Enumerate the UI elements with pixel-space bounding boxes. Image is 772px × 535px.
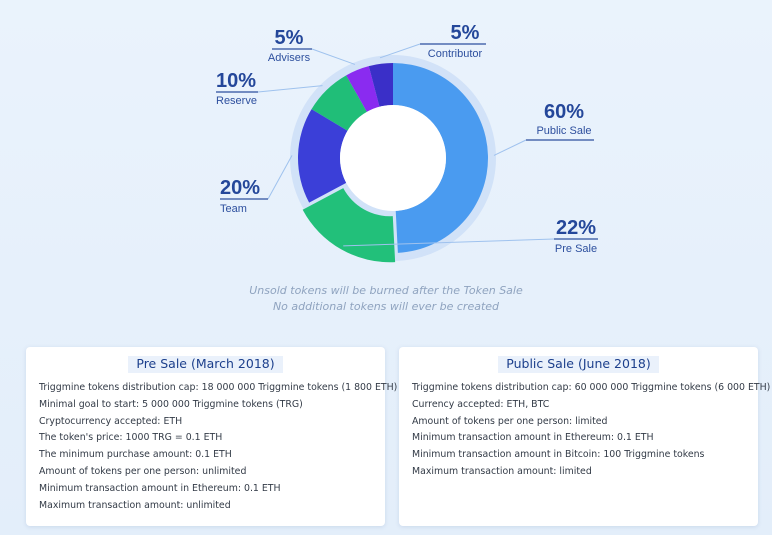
- label-pct-contributor: 5%: [451, 22, 480, 44]
- slice-advisers: [346, 66, 380, 112]
- pre-sale-line: The minimum purchase amount: 0.1 ETH: [39, 449, 232, 461]
- label-pct-pre-sale: 22%: [556, 217, 596, 239]
- slice-pre-sale: [302, 188, 396, 263]
- public-sale-line: Maximum transaction amount: limited: [412, 465, 592, 477]
- slice-reserve: [311, 75, 367, 131]
- note-no-additional-tokens: No additional tokens will ever be create…: [272, 300, 500, 313]
- public-sale-line: Triggmine tokens distribution cap: 60 00…: [412, 382, 771, 393]
- public-sale-line: Minimum transaction amount in Ethereum: …: [412, 432, 654, 444]
- label-name-pre-sale: Pre Sale: [555, 243, 597, 255]
- token-distribution-donut-chart: 60% Public Sale 22% Pre Sale 20% Team 10% Reser…: [216, 22, 598, 263]
- slice-contributor: [368, 63, 393, 107]
- leader-line-reserve: [257, 85, 323, 93]
- pre-sale-line: Cryptocurrency accepted: ETH: [39, 415, 183, 427]
- note-unsold-tokens: Unsold tokens will be burned after the T…: [249, 284, 523, 297]
- public-sale-title: Public Sale (June 2018): [498, 356, 659, 373]
- pre-sale-list: Triggmine tokens distribution cap: 18 00…: [26, 380, 398, 514]
- public-sale-card: Public Sale (June 2018) Triggmine tokens…: [399, 347, 771, 526]
- pre-sale-card: Pre Sale (March 2018) Triggmine tokens d…: [26, 347, 398, 526]
- label-pct-reserve: 10%: [216, 70, 256, 92]
- donut-hole: [340, 105, 446, 211]
- public-sale-line: Currency accepted: ETH, BTC: [412, 398, 550, 410]
- slice-public-sale: [393, 63, 488, 253]
- label-name-advisers: Advisers: [268, 52, 311, 64]
- label-name-contributor: Contributor: [428, 48, 483, 60]
- slice-team: [298, 109, 348, 203]
- pre-sale-line: The token's price: 1000 TRG = 0.1 ETH: [39, 432, 223, 444]
- label-pct-public-sale: 60%: [544, 101, 584, 123]
- pre-sale-line: Triggmine tokens distribution cap: 18 00…: [39, 382, 398, 393]
- leader-line-contributor: [379, 43, 421, 59]
- pre-sale-line: Amount of tokens per one person: unlimit…: [39, 465, 247, 477]
- label-pct-advisers: 5%: [275, 27, 304, 49]
- pre-sale-line: Maximum transaction amount: unlimited: [39, 499, 231, 511]
- leader-line-public-sale: [493, 139, 527, 156]
- leader-line-team: [267, 155, 293, 200]
- public-sale-line: Amount of tokens per one person: limited: [412, 415, 608, 427]
- pre-sale-line: Minimum transaction amount in Ethereum: …: [39, 482, 281, 494]
- label-pct-team: 20%: [220, 177, 260, 199]
- label-name-team: Team: [220, 203, 247, 215]
- public-sale-line: Minimum transaction amount in Bitcoin: 1…: [412, 449, 705, 461]
- pre-sale-title: Pre Sale (March 2018): [128, 356, 283, 373]
- leader-line-pre-sale: [343, 238, 555, 247]
- leader-line-advisers: [311, 48, 356, 65]
- pre-sale-line: Minimal goal to start: 5 000 000 Triggmi…: [39, 398, 303, 410]
- public-sale-list: Triggmine tokens distribution cap: 60 00…: [399, 380, 771, 481]
- label-name-reserve: Reserve: [216, 95, 257, 107]
- label-name-public-sale: Public Sale: [536, 125, 591, 137]
